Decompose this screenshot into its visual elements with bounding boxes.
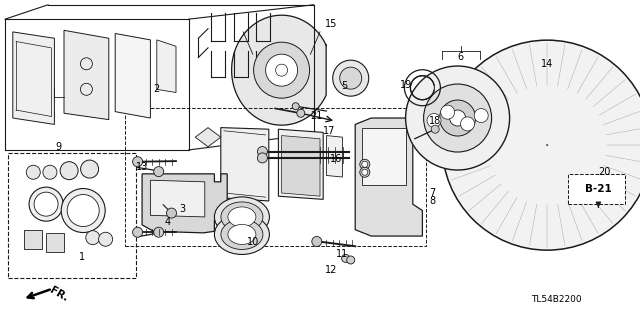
Ellipse shape (221, 219, 263, 249)
Text: 19: 19 (400, 79, 413, 90)
Bar (125, 108, 426, 246)
Circle shape (340, 67, 362, 89)
Text: 4: 4 (164, 217, 171, 227)
Text: 2: 2 (154, 84, 160, 94)
Circle shape (333, 60, 369, 96)
Ellipse shape (221, 202, 263, 232)
Polygon shape (282, 136, 320, 196)
Circle shape (297, 109, 305, 117)
Circle shape (440, 100, 476, 136)
Ellipse shape (228, 207, 256, 227)
Ellipse shape (214, 197, 269, 237)
Text: 6: 6 (458, 52, 464, 63)
Circle shape (34, 192, 58, 216)
Polygon shape (13, 32, 54, 124)
Ellipse shape (228, 225, 256, 244)
Text: 16: 16 (330, 154, 342, 165)
Text: 11: 11 (336, 249, 349, 259)
Circle shape (362, 169, 368, 175)
Circle shape (424, 84, 492, 152)
Polygon shape (195, 128, 221, 147)
Circle shape (276, 64, 287, 76)
Circle shape (154, 167, 164, 177)
Text: 3: 3 (179, 204, 186, 214)
Text: 1: 1 (79, 252, 85, 262)
Polygon shape (362, 128, 406, 185)
Text: 9: 9 (56, 142, 62, 152)
Circle shape (360, 159, 370, 169)
Polygon shape (232, 15, 326, 125)
Text: 14: 14 (541, 59, 554, 69)
Circle shape (154, 227, 164, 237)
Circle shape (266, 54, 298, 86)
Circle shape (474, 108, 488, 122)
Circle shape (427, 114, 441, 128)
Ellipse shape (214, 214, 269, 255)
Polygon shape (115, 33, 150, 118)
Circle shape (132, 157, 143, 167)
Text: FR.: FR. (48, 285, 70, 303)
Circle shape (440, 105, 454, 119)
Text: 7: 7 (429, 188, 435, 198)
Circle shape (257, 153, 268, 163)
Text: 21: 21 (310, 111, 323, 122)
Circle shape (406, 66, 509, 170)
Circle shape (257, 146, 268, 157)
Circle shape (99, 232, 113, 246)
Circle shape (362, 161, 368, 167)
Text: 10: 10 (246, 237, 259, 248)
Circle shape (431, 125, 439, 133)
Circle shape (26, 165, 40, 179)
Bar (8, 153, 136, 278)
Circle shape (449, 110, 466, 126)
Circle shape (253, 42, 310, 98)
Circle shape (342, 254, 349, 263)
Polygon shape (326, 136, 342, 177)
Text: B-21: B-21 (585, 184, 612, 194)
Text: 5: 5 (341, 81, 348, 91)
Bar (24, 230, 42, 249)
Circle shape (81, 160, 99, 178)
Circle shape (67, 195, 99, 226)
Polygon shape (157, 40, 176, 93)
Circle shape (360, 167, 370, 177)
Polygon shape (64, 30, 109, 120)
Circle shape (312, 236, 322, 247)
Polygon shape (150, 180, 205, 217)
Circle shape (166, 208, 177, 218)
Circle shape (461, 117, 475, 131)
Text: 17: 17 (323, 126, 336, 136)
Circle shape (86, 231, 100, 245)
Text: 8: 8 (429, 196, 435, 206)
Polygon shape (355, 118, 422, 236)
Text: 20: 20 (598, 167, 611, 177)
Text: TL54B2200: TL54B2200 (531, 295, 582, 304)
Circle shape (61, 189, 105, 233)
Circle shape (29, 187, 63, 221)
Polygon shape (142, 174, 227, 233)
Text: 15: 15 (324, 19, 337, 29)
Polygon shape (221, 128, 269, 201)
Circle shape (43, 165, 57, 179)
Bar (46, 233, 64, 252)
Text: 12: 12 (324, 264, 337, 275)
Bar (568, 174, 625, 204)
Text: 18: 18 (429, 116, 442, 126)
Circle shape (132, 227, 143, 237)
Circle shape (60, 162, 78, 180)
Polygon shape (278, 129, 323, 199)
Circle shape (292, 103, 299, 110)
Text: 13: 13 (136, 162, 148, 173)
Circle shape (442, 40, 640, 250)
Circle shape (347, 256, 355, 264)
